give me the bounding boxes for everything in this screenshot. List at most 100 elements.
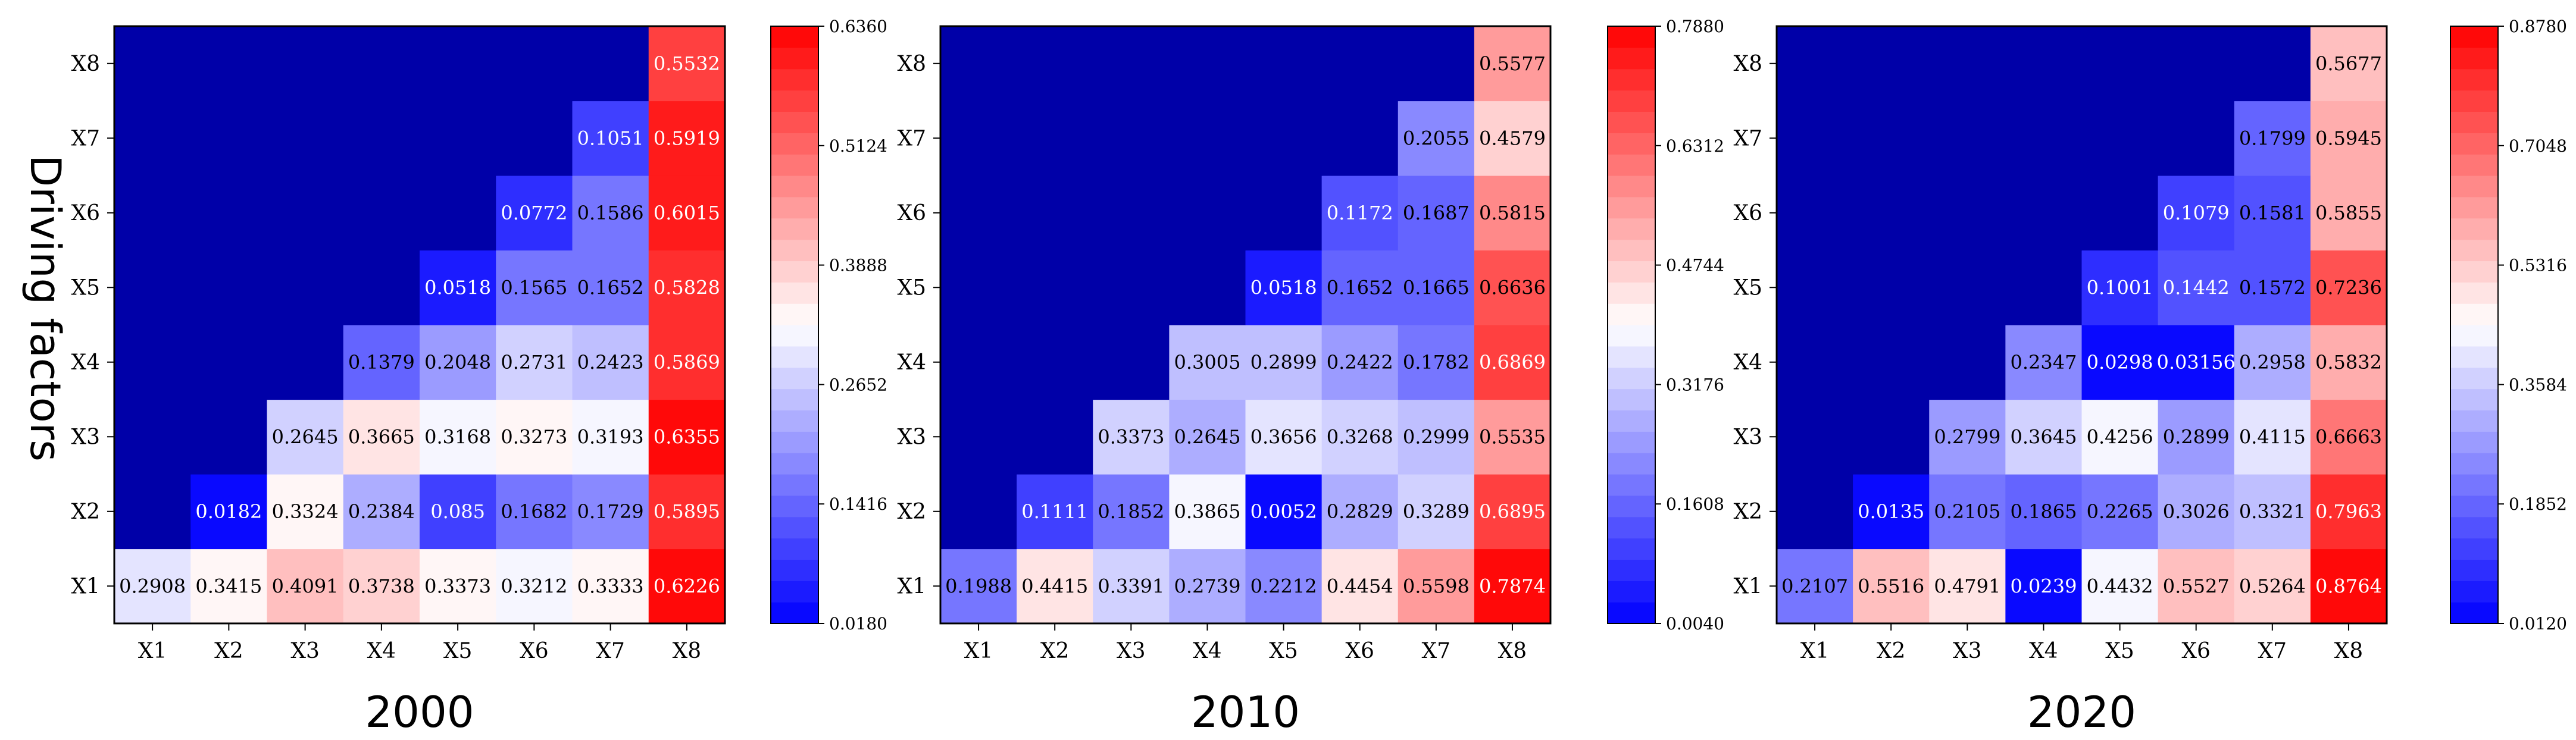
- x-tick-label: X6: [2181, 639, 2211, 663]
- colorbar-segment: [1608, 47, 1655, 70]
- cell-value-label: 0.2055: [1403, 127, 1470, 149]
- heatmap-cell: [1017, 548, 1093, 624]
- cell-value-label: 0.5815: [1479, 202, 1546, 224]
- cell-value-label: 0.3212: [501, 575, 567, 597]
- heatmap-masked-cell: [1777, 175, 1853, 251]
- cell-value-label: 0.03156: [2157, 351, 2236, 374]
- cell-value-label: 0.5532: [654, 52, 720, 75]
- cell-value-label: 0.5598: [1403, 575, 1470, 597]
- heatmap-cell: [420, 474, 496, 550]
- heatmap-masked-cell: [1093, 250, 1170, 325]
- heatmap-masked-cell: [420, 175, 496, 251]
- colorbar-frame: [2450, 26, 2499, 624]
- y-tick-label: X2: [71, 500, 100, 524]
- cell-value-label: 0.4791: [1934, 575, 2000, 597]
- heatmap-cell: [114, 548, 191, 624]
- heatmap-masked-cell: [343, 175, 420, 251]
- heatmap-masked-cell: [1017, 101, 1093, 176]
- y-tick-label: X5: [71, 275, 100, 300]
- heatmap-panel-2010: 0.1988 0.4415 0.3391 0.2739 0.2212 0.4454 0.55…: [897, 17, 1724, 737]
- cell-value-label: 0.2731: [501, 351, 567, 374]
- cell-value-label: 0.2384: [348, 500, 415, 523]
- heatmap-cell: [2310, 474, 2387, 550]
- cell-value-label: 0.3656: [1251, 425, 1317, 448]
- heatmap-masked-cell: [940, 399, 1017, 475]
- x-tick-label: X6: [1345, 639, 1374, 663]
- cell-value-label: 0.5535: [1479, 425, 1546, 448]
- x-tick-label: X2: [1040, 639, 1070, 663]
- colorbar-segment: [1608, 218, 1655, 240]
- cell-value-label: 0.3193: [577, 425, 644, 448]
- colorbar-segment: [771, 47, 818, 70]
- heatmap-cell: [572, 250, 649, 325]
- heatmap-masked-cell: [1017, 250, 1093, 325]
- cell-value-label: 0.5577: [1479, 52, 1546, 75]
- colorbar-segment: [2450, 325, 2498, 347]
- heatmap-masked-cell: [1853, 175, 1930, 251]
- colorbar-segment: [771, 261, 818, 283]
- y-tick-label: X7: [897, 126, 926, 150]
- colorbar-segment: [771, 538, 818, 560]
- heatmap-cell: [1321, 399, 1399, 475]
- cell-value-label: 0.2829: [1327, 500, 1393, 523]
- colorbar-segment: [2450, 602, 2498, 624]
- colorbar-segment: [771, 111, 818, 133]
- y-tick-label: X8: [71, 52, 100, 76]
- heatmap-cell: [1017, 474, 1093, 550]
- heatmap-masked-cell: [1777, 101, 1853, 176]
- heatmap-cell: [1245, 325, 1323, 400]
- cell-value-label: 0.1565: [501, 276, 567, 299]
- cell-value-label: 0.1442: [2163, 276, 2230, 299]
- colorbar-segment: [2450, 282, 2498, 304]
- heatmap-cell: [1398, 474, 1475, 550]
- heatmap-cell: [190, 548, 268, 624]
- cell-value-label: 0.3268: [1327, 425, 1393, 448]
- heatmap-cell: [1169, 548, 1246, 624]
- heatmap-masked-cell: [190, 101, 268, 176]
- colorbar-segment: [1608, 111, 1655, 133]
- colorbar-segment: [1608, 453, 1655, 475]
- colorbar-tick-label: 0.3584: [2509, 375, 2567, 394]
- cell-value-label: 0.2908: [119, 575, 186, 597]
- colorbar-segment: [1608, 282, 1655, 304]
- heatmap-masked-cell: [190, 250, 268, 325]
- heatmap-cell: [343, 548, 420, 624]
- y-tick-label: X3: [1733, 425, 1762, 449]
- y-tick-label: X7: [71, 126, 100, 150]
- heatmap-cell: [572, 474, 649, 550]
- cell-value-label: 0.0182: [195, 500, 262, 523]
- colorbar-segment: [1608, 516, 1655, 539]
- heatmap-cell: [1245, 399, 1323, 475]
- colorbar-segment: [771, 388, 818, 411]
- colorbar-segment: [1608, 346, 1655, 368]
- colorbar-segment: [771, 367, 818, 390]
- heatmap-cell: [1169, 399, 1246, 475]
- colorbar-tick-label: 0.2652: [829, 375, 887, 394]
- heatmap-masked-cell: [940, 101, 1017, 176]
- cell-value-label: 0.3415: [195, 575, 262, 597]
- plot-frame: [113, 25, 726, 625]
- heatmap-masked-cell: [940, 250, 1017, 325]
- colorbar-segment: [2450, 431, 2498, 453]
- y-tick-label: X5: [1733, 275, 1762, 300]
- heatmap-cell: [2005, 399, 2083, 475]
- colorbar-segment: [2450, 154, 2498, 176]
- heatmap-masked-cell: [114, 399, 191, 475]
- cell-value-label: 0.1665: [1403, 276, 1470, 299]
- colorbar-segment: [771, 346, 818, 368]
- heatmap-masked-cell: [2158, 26, 2235, 102]
- heatmap-cell: [2310, 101, 2387, 176]
- heatmap-cell: [1853, 548, 1930, 624]
- colorbar-segment: [2450, 175, 2498, 197]
- heatmap-cell: [2234, 474, 2311, 550]
- cell-value-label: 0.2958: [2239, 351, 2306, 374]
- heatmap-masked-cell: [190, 325, 268, 400]
- heatmap-masked-cell: [1245, 101, 1323, 176]
- cell-value-label: 0.0772: [501, 202, 567, 224]
- colorbar-tick-label: 0.5316: [2509, 256, 2567, 275]
- x-tick-label: X1: [1800, 639, 1830, 663]
- cell-value-label: 0.3168: [424, 425, 491, 448]
- cell-value-label: 0.4115: [2239, 425, 2306, 448]
- heatmap-cell: [496, 474, 573, 550]
